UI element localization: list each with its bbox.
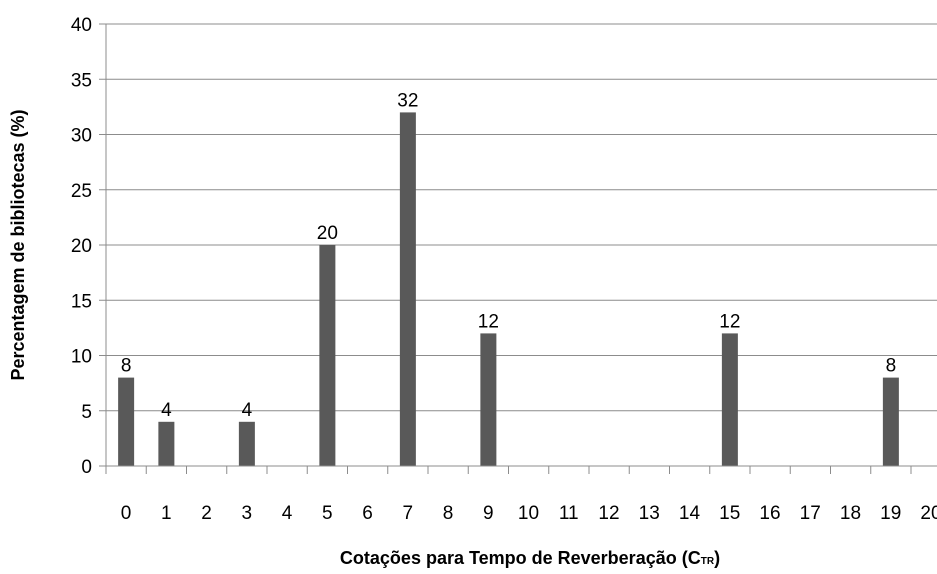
- y-tick-label-35: 35: [71, 70, 92, 91]
- data-label-1: 4: [161, 400, 172, 421]
- x-axis-title-subscript: TR: [701, 556, 715, 567]
- bar-19: [882, 377, 899, 466]
- y-tick-label-40: 40: [71, 15, 92, 36]
- x-tick-label-15: 15: [719, 503, 740, 524]
- x-tick-label-12: 12: [598, 503, 619, 524]
- y-tick-label-0: 0: [81, 457, 92, 478]
- x-tick-label-17: 17: [800, 503, 821, 524]
- x-tick-label-6: 6: [362, 503, 373, 524]
- x-tick-labels: 0 1 2 3 4 5 6 7 8 9 10 11 12 13 14 15 16 17 18 19 20: [121, 503, 937, 524]
- x-tick-label-4: 4: [282, 503, 293, 524]
- x-tick-label-19: 19: [880, 503, 901, 524]
- x-tick-label-2: 2: [201, 503, 212, 524]
- x-axis-title-main: Cotações para Tempo de Reverberação (C: [340, 548, 701, 568]
- bar-9: [480, 333, 497, 466]
- data-label-7: 32: [397, 90, 418, 111]
- data-label-5: 20: [317, 223, 338, 244]
- data-label-15: 12: [719, 311, 740, 332]
- bar-5: [319, 245, 336, 466]
- y-tick-label-5: 5: [81, 402, 92, 423]
- x-tick-label-0: 0: [121, 503, 132, 524]
- y-tick-label-10: 10: [71, 347, 92, 368]
- data-label-0: 8: [121, 356, 132, 377]
- data-label-3: 4: [242, 400, 253, 421]
- bar-7: [399, 112, 416, 467]
- x-tick-label-5: 5: [322, 503, 333, 524]
- y-tick-label-20: 20: [71, 236, 92, 257]
- x-tick-label-10: 10: [518, 503, 539, 524]
- bar-1: [158, 421, 175, 466]
- x-tick-label-18: 18: [840, 503, 861, 524]
- x-tick-label-7: 7: [402, 503, 413, 524]
- bar-3: [238, 421, 255, 466]
- x-axis-title: Cotações para Tempo de Reverberação (CTR…: [340, 548, 720, 568]
- data-labels: 8 4 4 20 32 12 12 8: [121, 90, 896, 420]
- y-tick-label-15: 15: [71, 291, 92, 312]
- data-label-19: 8: [886, 356, 897, 377]
- x-tick-label-9: 9: [483, 503, 494, 524]
- gridlines: [106, 23, 937, 412]
- x-tick-label-20: 20: [920, 503, 937, 524]
- x-tick-label-1: 1: [161, 503, 172, 524]
- axes: [99, 23, 937, 474]
- y-tick-label-25: 25: [71, 181, 92, 202]
- bar-0: [118, 377, 135, 466]
- bar-15: [721, 333, 738, 466]
- y-axis-title: Percentagem de bibliotecas (%): [8, 109, 28, 380]
- x-tick-label-14: 14: [679, 503, 701, 524]
- x-tick-label-3: 3: [241, 503, 252, 524]
- y-tick-label-30: 30: [71, 126, 92, 147]
- bars: [118, 112, 899, 467]
- x-tick-label-11: 11: [559, 503, 579, 524]
- x-tick-label-13: 13: [639, 503, 660, 524]
- y-tick-labels: 0 5 10 15 20 25 30 35 40: [71, 15, 92, 478]
- x-tick-label-8: 8: [443, 503, 454, 524]
- data-label-9: 12: [478, 311, 499, 332]
- x-axis-title-suffix: ): [714, 548, 720, 568]
- x-tick-label-16: 16: [759, 503, 780, 524]
